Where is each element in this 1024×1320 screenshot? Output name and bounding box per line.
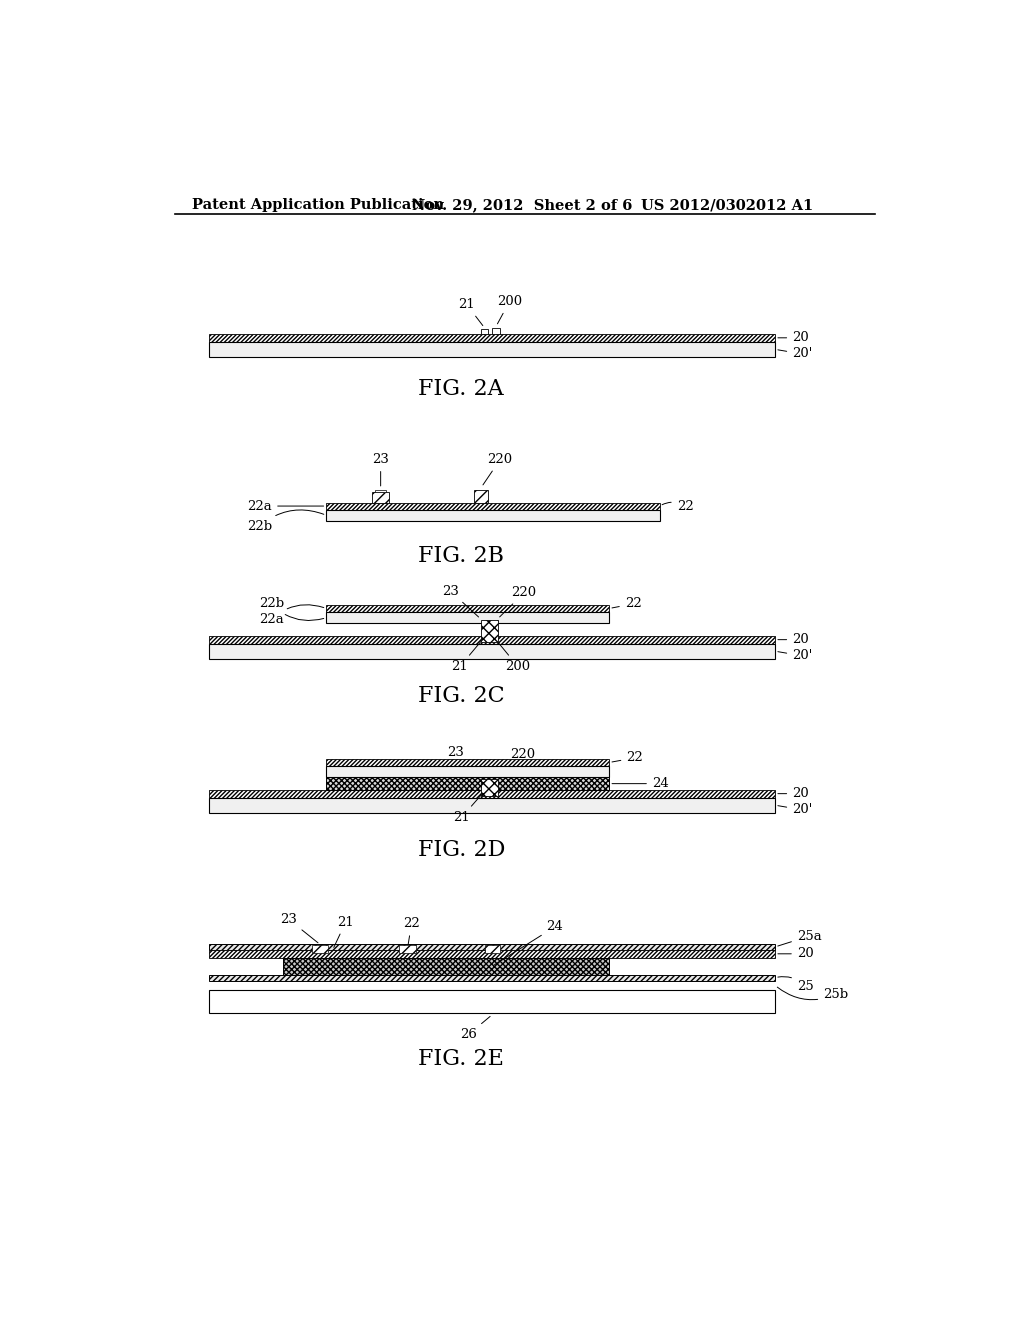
Text: 220: 220 [500,586,537,616]
Bar [327,605,609,612]
Bar [209,342,775,358]
Text: Patent Application Publication: Patent Application Publication [191,198,443,213]
Text: 23: 23 [281,912,318,942]
Bar [327,766,609,777]
Text: 23: 23 [372,453,389,486]
Bar [493,327,500,334]
Text: 23: 23 [446,746,478,776]
Text: 21: 21 [452,640,482,673]
Text: 25b: 25b [777,987,848,1001]
Text: 21: 21 [453,795,482,824]
Text: 20': 20' [778,649,813,663]
Text: Nov. 29, 2012  Sheet 2 of 6: Nov. 29, 2012 Sheet 2 of 6 [412,198,632,213]
Text: FIG. 2A: FIG. 2A [419,379,504,400]
Text: 22: 22 [663,499,693,512]
Bar [209,944,775,950]
Bar [209,974,775,981]
Text: 20': 20' [778,347,813,360]
Bar [209,636,775,644]
Text: 200: 200 [497,640,530,673]
Text: 22: 22 [403,917,420,944]
Text: 22b: 22b [247,510,324,532]
Bar [327,612,609,623]
Bar [209,789,775,797]
Bar [283,958,608,974]
Text: 20: 20 [778,634,809,647]
Bar [399,945,417,953]
Bar [480,329,488,334]
Bar [209,334,775,342]
Text: 200: 200 [497,296,522,323]
Text: 20': 20' [778,804,813,816]
Text: FIG. 2E: FIG. 2E [419,1048,504,1071]
Text: 20: 20 [778,331,809,345]
Bar [209,644,775,659]
Text: 21: 21 [334,916,354,948]
Text: 220: 220 [500,748,536,776]
Bar [209,797,775,813]
Text: FIG. 2B: FIG. 2B [418,545,504,566]
Text: US 2012/0302012 A1: US 2012/0302012 A1 [641,198,813,213]
Bar [480,779,498,796]
Text: FIG. 2D: FIG. 2D [418,840,505,861]
Text: 22: 22 [612,751,643,764]
Bar [375,490,386,492]
Text: 22b: 22b [259,598,324,620]
Text: 25a: 25a [778,929,821,946]
Text: 26: 26 [460,1016,490,1041]
Text: 22a: 22a [259,605,324,626]
Text: 20: 20 [778,948,814,961]
Bar [327,510,659,521]
Bar [312,945,328,953]
Text: FIG. 2C: FIG. 2C [418,685,505,708]
Text: 25: 25 [778,977,814,994]
Text: 20: 20 [778,787,809,800]
Text: 220: 220 [483,453,513,484]
Text: 24: 24 [612,777,669,791]
Bar [209,950,775,958]
Bar [372,492,389,503]
Bar [209,990,775,1014]
Text: 24: 24 [495,920,563,965]
Bar [327,503,659,510]
Text: 22: 22 [612,598,641,610]
Bar [474,490,488,503]
Bar [480,620,498,642]
Bar [484,945,500,953]
Text: 21: 21 [459,298,482,326]
Text: 22a: 22a [248,499,324,512]
Bar [327,759,609,766]
Bar [327,777,609,789]
Text: 23: 23 [442,585,478,616]
